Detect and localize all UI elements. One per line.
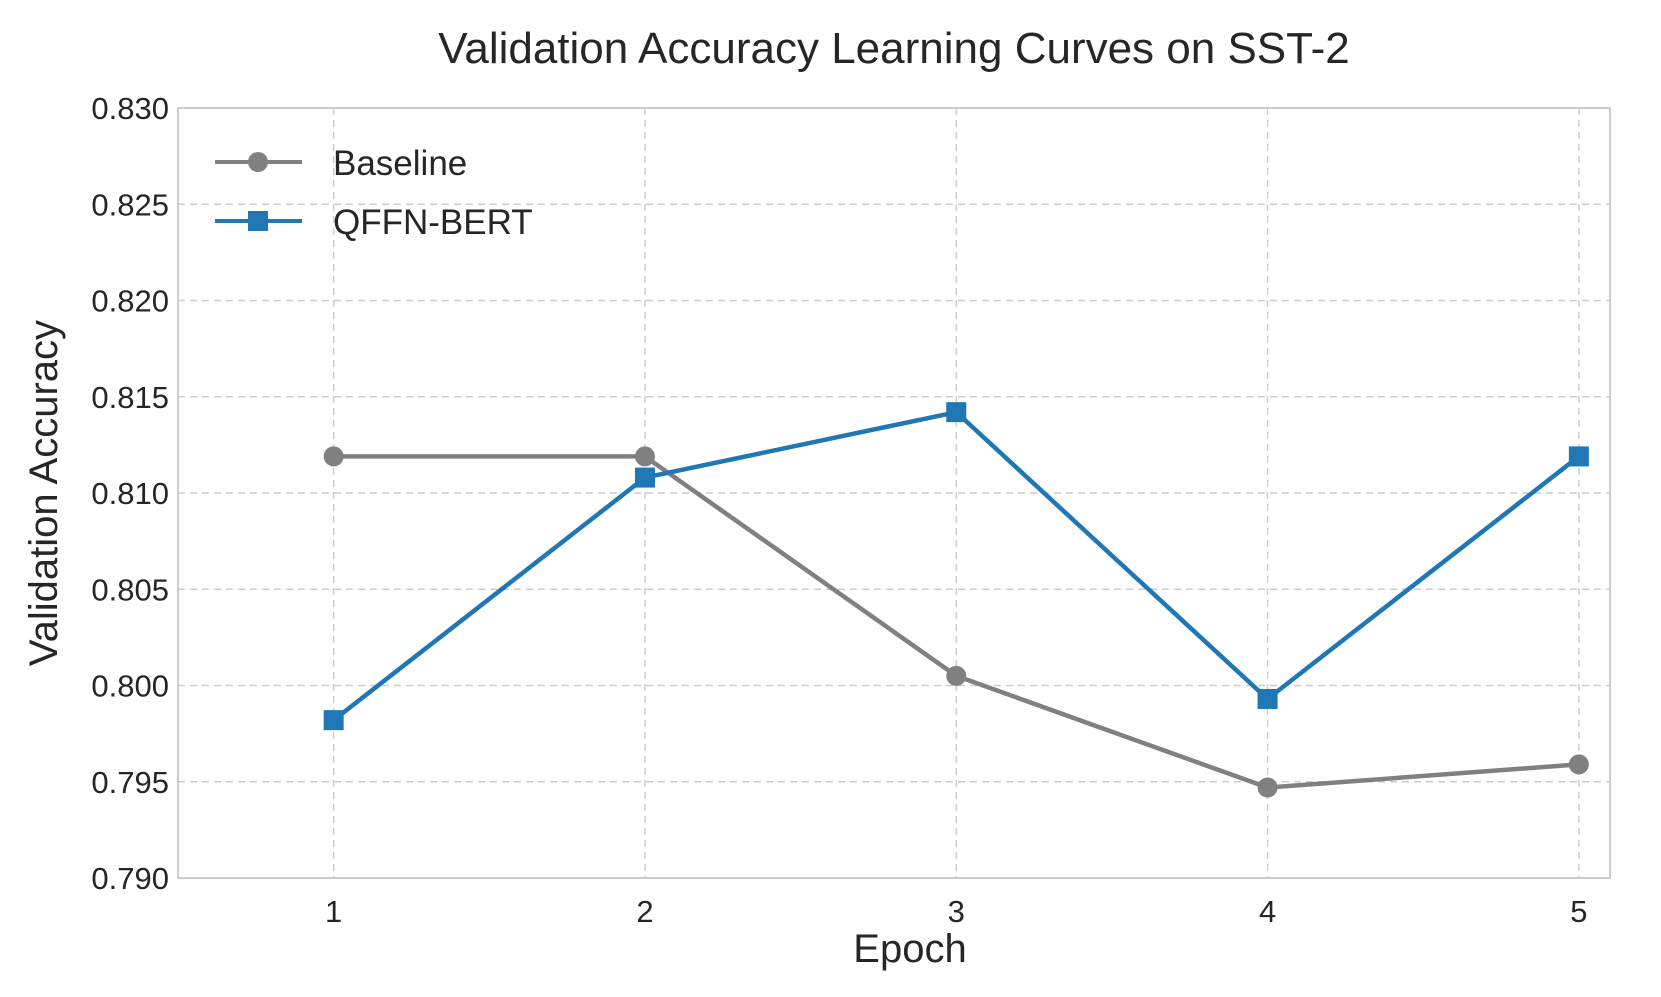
y-axis-label: Validation Accuracy <box>22 320 66 666</box>
data-point-qffn-bert <box>323 710 344 731</box>
y-tick-label: 0.815 <box>91 380 169 415</box>
y-tick-label: 0.795 <box>91 765 169 800</box>
data-point-qffn-bert <box>1568 446 1589 467</box>
data-point-baseline <box>323 446 344 467</box>
y-tick-label: 0.830 <box>91 91 169 126</box>
y-tick-label: 0.800 <box>91 669 169 704</box>
y-tick-label: 0.820 <box>91 284 169 319</box>
data-point-baseline <box>1568 754 1589 775</box>
y-tick-label: 0.805 <box>91 572 169 607</box>
data-point-baseline <box>946 665 967 686</box>
x-tick-label: 1 <box>325 894 342 929</box>
data-point-qffn-bert <box>946 402 967 423</box>
x-tick-label: 5 <box>1570 894 1587 929</box>
y-tick-label: 0.825 <box>91 187 169 222</box>
legend: Baseline QFFN-BERT <box>215 144 533 242</box>
legend-qffn-bert-marker <box>248 211 268 231</box>
legend-baseline-marker <box>248 152 268 172</box>
x-tick-label: 2 <box>636 894 653 929</box>
data-point-baseline <box>1257 777 1278 798</box>
data-point-qffn-bert <box>634 467 655 488</box>
legend-label-baseline: Baseline <box>333 144 467 183</box>
x-axis-label: Epoch <box>853 927 966 971</box>
x-tick-label: 4 <box>1259 894 1276 929</box>
data-point-qffn-bert <box>1257 688 1278 709</box>
legend-label-qffn-bert: QFFN-BERT <box>333 203 533 242</box>
x-tick-label: 3 <box>948 894 965 929</box>
y-tick-label: 0.790 <box>91 861 169 896</box>
y-tick-label: 0.810 <box>91 476 169 511</box>
data-point-baseline <box>634 446 655 467</box>
chart-title: Validation Accuracy Learning Curves on S… <box>438 24 1349 73</box>
plot-frame <box>177 107 1611 879</box>
